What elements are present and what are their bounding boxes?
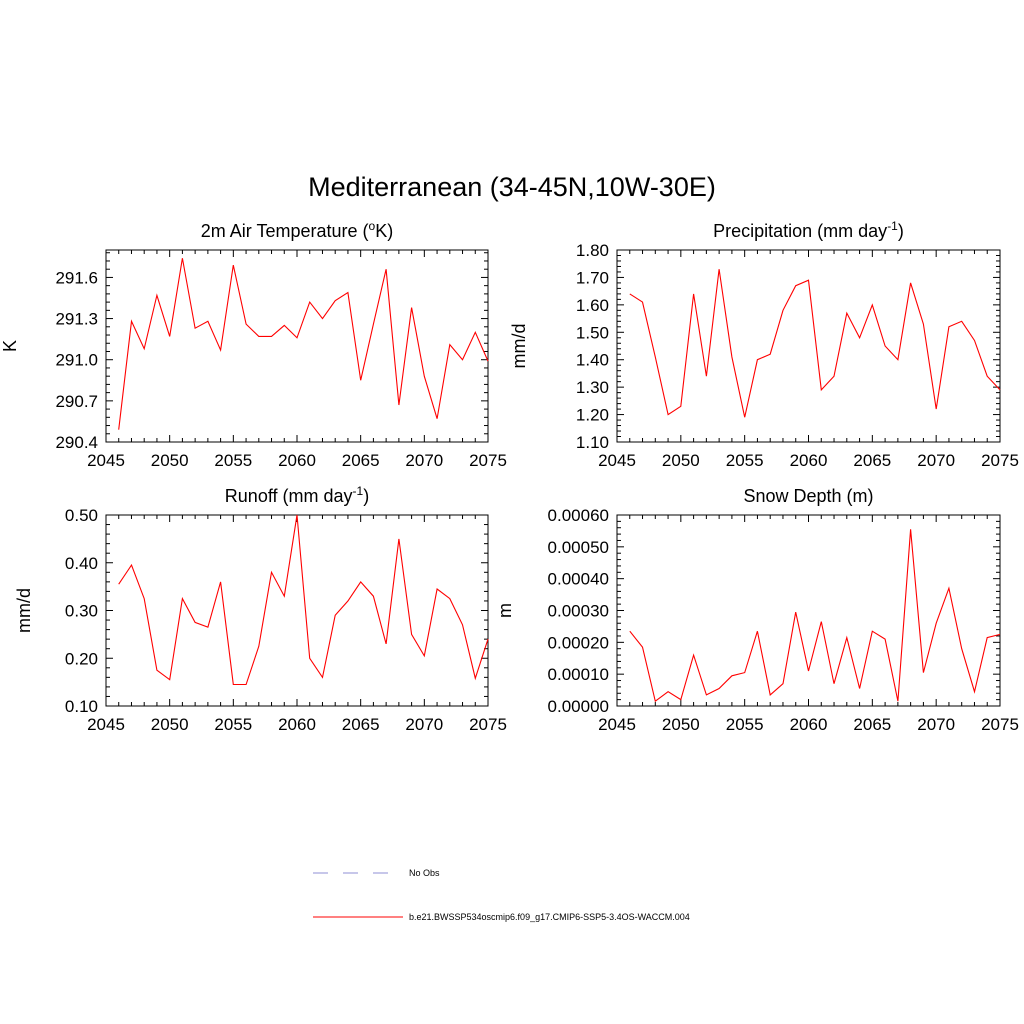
air-temperature-xtick-label: 2065 [342,451,380,470]
precipitation-ytick-label: 1.80 [576,241,609,260]
precipitation-xtick-label: 2075 [981,451,1019,470]
legend: No Obs b.e21.BWSSP534oscmip6.f09_g17.CMI… [313,868,690,922]
precipitation-xtick-label: 2070 [917,451,955,470]
air-temperature-xtick-label: 2045 [87,451,125,470]
runoff-title: Runoff (mm day-1) [225,484,369,506]
runoff-ylabel: mm/d [14,588,34,633]
air-temperature-panel: 2045 2050 2055 2060 2065 2070 2075 290.4 290.7 29… [0,219,507,470]
snow-depth-xtick-label: 2065 [853,715,891,734]
snow-depth-title: Snow Depth (m) [743,486,873,506]
snow-depth-ytick-label: 0.00040 [548,570,609,589]
precipitation-ytick-label: 1.60 [576,296,609,315]
air-temperature-title: 2m Air Temperature (oK) [201,219,393,241]
air-temperature-plot-frame [105,249,489,443]
snow-depth-panel: 2045 2050 2055 2060 2065 2070 2075 0.00000 0.000… [495,486,1019,734]
precipitation-ylabel: mm/d [509,324,529,369]
snow-depth-xtick-label: 2075 [981,715,1019,734]
air-temperature-ytick-label: 291.0 [55,351,98,370]
air-temperature-xtick-label: 2060 [278,451,316,470]
precipitation-xtick-label: 2065 [853,451,891,470]
snow-depth-ytick-label: 0.00000 [548,697,609,716]
snow-depth-series-line [629,529,1001,703]
precipitation-ytick-label: 1.30 [576,378,609,397]
precipitation-title: Precipitation (mm day-1) [713,219,904,241]
runoff-xtick-label: 2055 [214,715,252,734]
snow-depth-ytick-label: 0.00020 [548,633,609,652]
runoff-series-line [118,514,489,686]
figure-title: Mediterranean (34-45N,10W-30E) [308,172,716,202]
precipitation-ytick-label: 1.70 [576,268,609,287]
runoff-ytick-label: 0.30 [65,602,98,621]
runoff-xtick-label: 2060 [278,715,316,734]
runoff-plot-frame [105,514,489,707]
runoff-xtick-label: 2075 [469,715,507,734]
runoff-ytick-label: 0.20 [65,649,98,668]
runoff-ytick-label: 0.50 [65,506,98,525]
snow-depth-xtick-label: 2060 [790,715,828,734]
runoff-ytick-label: 0.10 [65,697,98,716]
precipitation-panel: 2045 2050 2055 2060 2065 2070 2075 1.10 1.20 1.30… [509,219,1019,470]
air-temperature-ytick-label: 291.3 [55,310,98,329]
runoff-xtick-label: 2050 [151,715,189,734]
runoff-xtick-label: 2070 [405,715,443,734]
snow-depth-ytick-label: 0.00060 [548,506,609,525]
snow-depth-ytick-label: 0.00010 [548,665,609,684]
air-temperature-xtick-label: 2070 [405,451,443,470]
runoff-xtick-label: 2045 [87,715,125,734]
panels: 2045 2050 2055 2060 2065 2070 2075 290.4 290.7 29… [0,219,1019,734]
legend-model-label: b.e21.BWSSP534oscmip6.f09_g17.CMIP6-SSP5… [409,912,690,922]
air-temperature-series-line [118,258,489,430]
snow-depth-ytick-label: 0.00050 [548,538,609,557]
runoff-ytick-label: 0.40 [65,554,98,573]
runoff-panel: 2045 2050 2055 2060 2065 2070 2075 0.10 0.20 0.30… [14,484,507,734]
precipitation-xtick-label: 2055 [726,451,764,470]
air-temperature-xtick-label: 2055 [214,451,252,470]
air-temperature-ytick-label: 290.4 [55,433,98,452]
air-temperature-xtick-label: 2050 [151,451,189,470]
air-temperature-ytick-label: 290.7 [55,392,98,411]
snow-depth-ytick-label: 0.00030 [548,602,609,621]
precipitation-ytick-label: 1.20 [576,406,609,425]
snow-depth-xtick-label: 2045 [598,715,636,734]
precipitation-xtick-label: 2050 [662,451,700,470]
precipitation-xtick-label: 2060 [790,451,828,470]
snow-depth-plot-frame [616,514,1001,707]
precipitation-ytick-label: 1.40 [576,351,609,370]
precipitation-xtick-label: 2045 [598,451,636,470]
air-temperature-xtick-label: 2075 [469,451,507,470]
legend-no-obs-label: No Obs [409,868,440,878]
snow-depth-xtick-label: 2050 [662,715,700,734]
precipitation-series-line [629,269,1001,418]
precipitation-ytick-label: 1.10 [576,433,609,452]
precipitation-plot-frame [616,249,1001,443]
air-temperature-ytick-label: 291.6 [55,268,98,287]
snow-depth-xtick-label: 2055 [726,715,764,734]
snow-depth-ylabel: m [495,603,515,618]
air-temperature-ylabel: K [0,340,20,352]
precipitation-ytick-label: 1.50 [576,323,609,342]
snow-depth-xtick-label: 2070 [917,715,955,734]
runoff-xtick-label: 2065 [342,715,380,734]
